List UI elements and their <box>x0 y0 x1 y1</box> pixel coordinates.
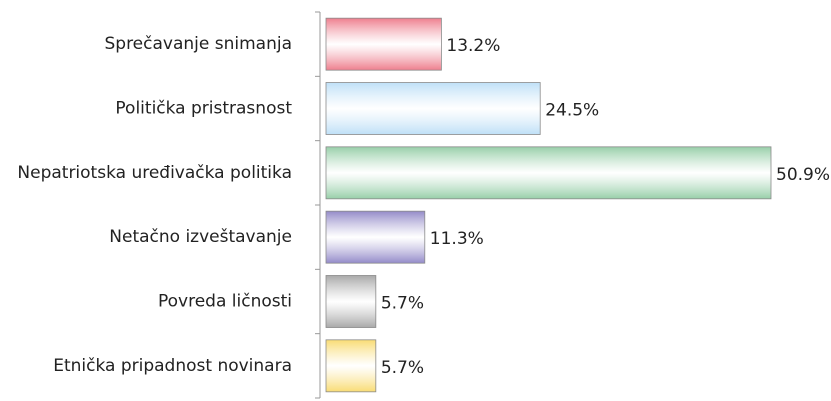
category-label: Povreda ličnosti <box>158 292 292 312</box>
value-label: 5.7% <box>381 294 424 314</box>
category-label: Nepatriotska uređivačka politika <box>17 163 292 183</box>
value-label: 24.5% <box>545 101 599 121</box>
bar <box>325 82 541 135</box>
bar <box>325 210 426 264</box>
value-label: 5.7% <box>381 358 424 378</box>
bar <box>325 146 772 200</box>
category-label: Netačno izveštavanje <box>109 227 292 247</box>
value-label: 11.3% <box>430 229 484 249</box>
value-label: 50.9% <box>776 165 830 185</box>
bar <box>325 339 377 393</box>
bar <box>325 275 377 328</box>
category-label: Etnička pripadnost novinara <box>53 356 292 376</box>
value-label: 13.2% <box>446 36 500 56</box>
category-label: Politička pristrasnost <box>115 99 292 119</box>
bar <box>325 17 442 71</box>
category-label: Sprečavanje snimanja <box>104 34 292 54</box>
